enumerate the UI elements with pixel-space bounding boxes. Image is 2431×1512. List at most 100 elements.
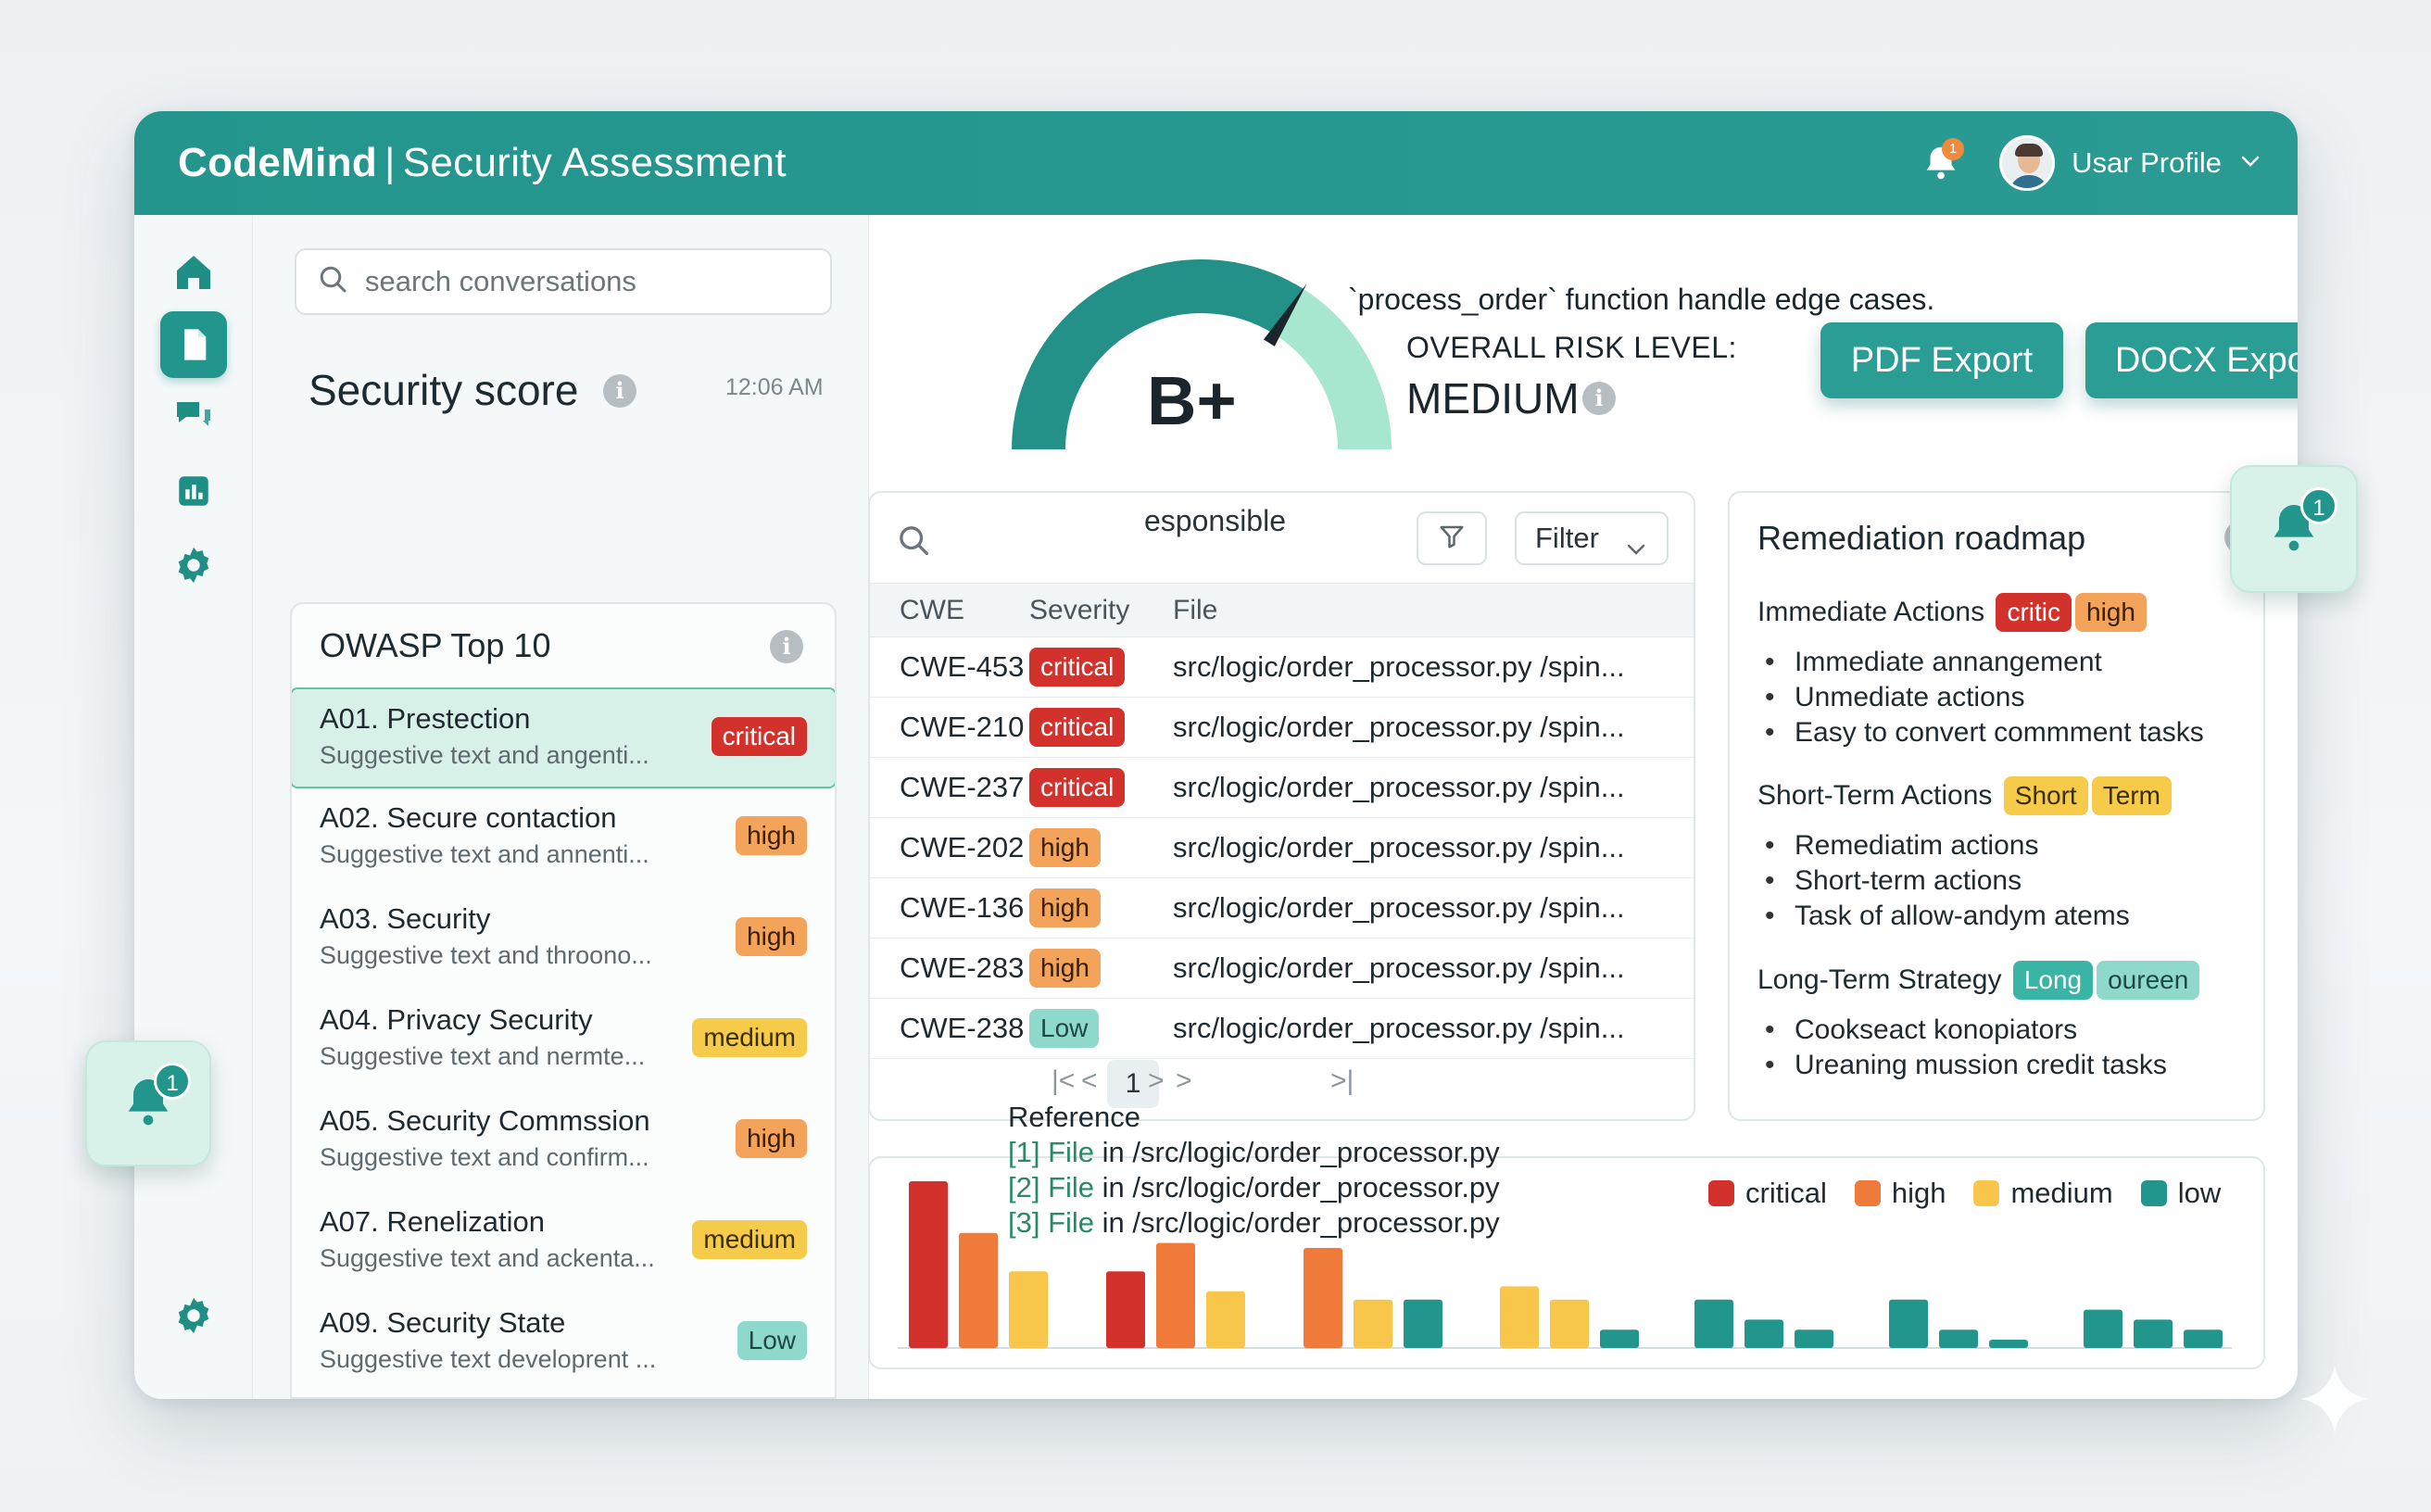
info-icon[interactable]: i [1582, 382, 1616, 415]
table-row[interactable]: CWE-237 critical src/logic/order_processor… [870, 757, 1694, 818]
chart-bar-low[interactable] [1745, 1319, 1783, 1348]
section-title-text: Immediate Actions [1757, 597, 1985, 627]
chart-bar-low[interactable] [2184, 1329, 2223, 1348]
chart-bar-medium[interactable] [1206, 1291, 1245, 1348]
reference-number: [3] File [1008, 1206, 1095, 1239]
search-icon[interactable] [896, 523, 933, 564]
owasp-item[interactable]: A05. Security Commssion Suggestive text a… [292, 1091, 835, 1192]
next-page-button[interactable]: > [1148, 1065, 1165, 1096]
avatar[interactable] [1999, 135, 2056, 191]
floating-notification-button[interactable]: 1 [2230, 465, 2358, 593]
reference-list: Reference [1] File in /src/logic/order_p… [1008, 1100, 1500, 1241]
severity-cell: critical [1029, 757, 1173, 818]
findings-search-query[interactable]: esponsible [1144, 504, 1286, 537]
info-icon[interactable]: i [603, 374, 636, 408]
owasp-item-subtitle: Suggestive text and annenti... [320, 840, 649, 868]
file-cell[interactable]: src/logic/order_processor.py /spin... [1173, 636, 1694, 698]
chat-icon[interactable] [160, 384, 227, 450]
file-cell[interactable]: src/logic/order_processor.py /spin... [1173, 817, 1694, 878]
chart-bar-medium[interactable] [1354, 1299, 1392, 1348]
severity-cell: high [1029, 938, 1173, 999]
home-icon[interactable] [160, 239, 227, 306]
table-row[interactable]: CWE-283 high src/logic/order_processor.py … [870, 938, 1694, 999]
owasp-item[interactable]: A02. Secure contaction Suggestive text an… [292, 788, 835, 889]
settings-icon[interactable] [160, 532, 227, 598]
chart-bar-low[interactable] [1600, 1329, 1639, 1348]
chart-bar-low[interactable] [1889, 1299, 1928, 1348]
chart-bar-medium[interactable] [1500, 1286, 1539, 1348]
chart-bar-low[interactable] [2084, 1309, 2122, 1348]
notification-count-badge: 1 [1942, 138, 1965, 160]
settings-bottom-icon[interactable] [160, 1282, 227, 1349]
roadmap-badge: high [2075, 593, 2147, 632]
severity-badge: Low [1029, 1009, 1100, 1048]
file-cell[interactable]: src/logic/order_processor.py /spin... [1173, 998, 1694, 1059]
column-header-severity[interactable]: Severity [1029, 583, 1173, 637]
file-cell[interactable]: src/logic/order_processor.py /spin... [1173, 938, 1694, 999]
pdf-export-button[interactable]: PDF Export [1820, 322, 2063, 398]
chart-bar-high[interactable] [1304, 1248, 1342, 1348]
owasp-item[interactable]: A09. Security State Suggestive text devel… [292, 1293, 835, 1394]
chart-bar-high[interactable] [1156, 1242, 1195, 1348]
table-row[interactable]: CWE-136 high src/logic/order_processor.py … [870, 877, 1694, 939]
table-row[interactable]: CWE-210 critical src/logic/order_processor… [870, 697, 1694, 758]
owasp-item[interactable]: A10. ConfroniationSuggestive text s secu… [292, 1394, 835, 1397]
reference-item[interactable]: [3] File in /src/logic/order_processor.p… [1008, 1205, 1500, 1241]
severity-chart: critical high medium low [868, 1156, 2265, 1369]
search-input[interactable] [365, 265, 810, 298]
chart-bar-low[interactable] [2134, 1319, 2173, 1348]
reference-item[interactable]: [1] File in /src/logic/order_processor.p… [1008, 1135, 1500, 1170]
column-header-cwe[interactable]: CWE [870, 583, 1029, 637]
last-page-button[interactable]: >| [1330, 1065, 1354, 1096]
floating-notification-button-left[interactable]: 1 [85, 1040, 211, 1166]
filter-icon-button[interactable] [1417, 511, 1487, 565]
file-cell[interactable]: src/logic/order_processor.py /spin... [1173, 697, 1694, 758]
severity-badge: critical [711, 717, 807, 756]
table-row[interactable]: CWE-202 high src/logic/order_processor.py … [870, 817, 1694, 878]
cwe-cell: CWE-210 [870, 697, 1029, 758]
owasp-item[interactable]: A04. Privacy Security Suggestive text and… [292, 990, 835, 1091]
chart-icon[interactable] [160, 458, 227, 524]
chart-bar-low[interactable] [1795, 1329, 1833, 1348]
table-row[interactable]: CWE-238 Low src/logic/order_processor.py /… [870, 998, 1694, 1059]
owasp-item[interactable]: A01. Prestection Suggestive text and ange… [292, 687, 835, 788]
document-icon[interactable] [160, 311, 227, 378]
user-profile-label[interactable]: Usar Profile [2072, 146, 2222, 179]
owasp-item-title: A04. Privacy Security [320, 1003, 593, 1036]
current-page[interactable]: 1 [1107, 1060, 1159, 1108]
filter-dropdown[interactable]: Filter [1515, 511, 1669, 565]
chart-bar-low[interactable] [1404, 1299, 1442, 1348]
list-item: Remediatim actions [1757, 828, 2130, 863]
prev-page-button[interactable]: < [1081, 1065, 1098, 1096]
owasp-title: OWASP Top 10 [320, 626, 551, 664]
chart-bar-low[interactable] [1989, 1340, 2028, 1348]
chevron-down-icon[interactable] [2240, 155, 2261, 172]
owasp-list: OWASP Top 10 i A01. Prestection Suggestiv… [290, 602, 837, 1399]
chart-bar-low[interactable] [1939, 1329, 1978, 1348]
column-header-file[interactable]: File [1173, 583, 1694, 637]
severity-cell: high [1029, 877, 1173, 939]
chart-bar-critical[interactable] [909, 1181, 948, 1348]
chart-bar-high[interactable] [959, 1232, 998, 1348]
table-row[interactable]: CWE-453 critical src/logic/order_processor… [870, 636, 1694, 698]
reference-item[interactable]: [2] File in /src/logic/order_processor.p… [1008, 1170, 1500, 1205]
file-cell[interactable]: src/logic/order_processor.py /spin... [1173, 877, 1694, 939]
severity-badge: high [1029, 888, 1101, 927]
chart-bar-medium[interactable] [1550, 1299, 1589, 1348]
search-box[interactable] [295, 248, 832, 315]
severity-badge: high [1029, 949, 1101, 988]
file-cell[interactable]: src/logic/order_processor.py /spin... [1173, 757, 1694, 818]
owasp-item[interactable]: A03. Security Suggestive text and throono… [292, 889, 835, 990]
next-page-button-2[interactable]: > [1176, 1065, 1192, 1096]
owasp-item[interactable]: A07. Renelization Suggestive text and ack… [292, 1192, 835, 1293]
gauge-needle [1263, 284, 1307, 346]
security-grade: B+ [1147, 362, 1237, 439]
chart-bar-critical[interactable] [1106, 1271, 1145, 1348]
owasp-item-title: A03. Security [320, 902, 491, 935]
docx-export-button[interactable]: DOCX Export [2085, 322, 2298, 398]
chart-bar-medium[interactable] [1009, 1271, 1048, 1348]
first-page-button[interactable]: |< [1052, 1065, 1076, 1096]
notification-bell-icon[interactable]: 1 [1920, 138, 1965, 184]
chart-bar-low[interactable] [1694, 1299, 1733, 1348]
info-icon[interactable]: i [770, 630, 803, 663]
